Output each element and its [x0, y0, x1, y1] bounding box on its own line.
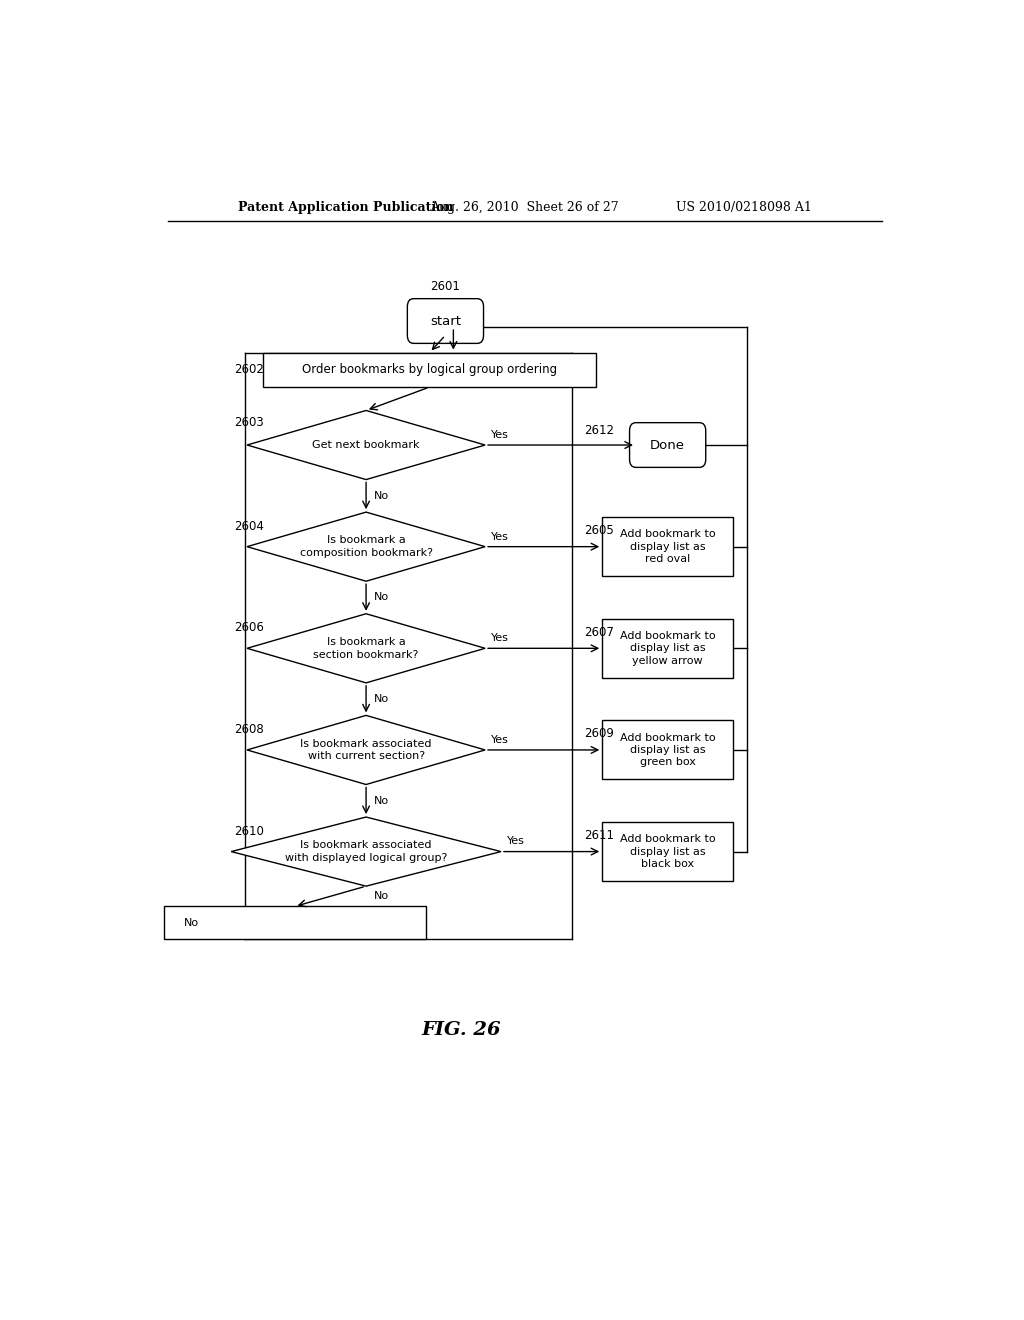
- Text: Yes: Yes: [507, 837, 525, 846]
- Text: 2605: 2605: [585, 524, 614, 537]
- Text: Is bookmark a
composition bookmark?: Is bookmark a composition bookmark?: [300, 536, 432, 558]
- Text: No: No: [374, 796, 389, 805]
- Text: Yes: Yes: [492, 735, 509, 744]
- Text: Aug. 26, 2010  Sheet 26 of 27: Aug. 26, 2010 Sheet 26 of 27: [430, 201, 620, 214]
- Polygon shape: [247, 715, 485, 784]
- Text: Add bookmark to
display list as
black box: Add bookmark to display list as black bo…: [620, 834, 716, 869]
- Text: 2604: 2604: [233, 520, 263, 533]
- Bar: [602, 721, 733, 779]
- FancyBboxPatch shape: [630, 422, 706, 467]
- Bar: [164, 907, 426, 939]
- Text: 2606: 2606: [233, 622, 263, 635]
- FancyBboxPatch shape: [408, 298, 483, 343]
- Text: FIG. 26: FIG. 26: [422, 1022, 501, 1039]
- Text: Yes: Yes: [492, 430, 509, 440]
- Bar: [602, 619, 733, 677]
- Bar: [602, 822, 733, 880]
- Text: No: No: [374, 891, 389, 902]
- Polygon shape: [247, 512, 485, 581]
- Polygon shape: [247, 614, 485, 682]
- Text: No: No: [374, 593, 389, 602]
- Text: start: start: [430, 314, 461, 327]
- Text: Yes: Yes: [492, 634, 509, 643]
- Text: Is bookmark associated
with displayed logical group?: Is bookmark associated with displayed lo…: [285, 841, 447, 863]
- Bar: [602, 517, 733, 576]
- Text: 2601: 2601: [430, 280, 461, 293]
- Text: No: No: [374, 694, 389, 704]
- Text: Yes: Yes: [492, 532, 509, 541]
- Text: Get next bookmark: Get next bookmark: [312, 440, 420, 450]
- Polygon shape: [247, 411, 485, 479]
- Text: 2610: 2610: [233, 825, 263, 838]
- Text: Add bookmark to
display list as
red oval: Add bookmark to display list as red oval: [620, 529, 716, 564]
- Text: Patent Application Publication: Patent Application Publication: [238, 201, 453, 214]
- Text: 2612: 2612: [585, 424, 614, 437]
- Text: Order bookmarks by logical group ordering: Order bookmarks by logical group orderin…: [302, 363, 557, 376]
- Bar: [263, 352, 596, 387]
- Text: 2609: 2609: [585, 727, 614, 741]
- Text: Done: Done: [650, 438, 685, 451]
- Text: Is bookmark a
section bookmark?: Is bookmark a section bookmark?: [313, 638, 419, 660]
- Text: 2607: 2607: [585, 626, 614, 639]
- Text: Add bookmark to
display list as
yellow arrow: Add bookmark to display list as yellow a…: [620, 631, 716, 665]
- Text: Is bookmark associated
with current section?: Is bookmark associated with current sect…: [300, 739, 432, 762]
- Text: 2602: 2602: [233, 363, 263, 376]
- Text: No: No: [183, 917, 199, 928]
- Polygon shape: [231, 817, 501, 886]
- Text: 2603: 2603: [233, 416, 263, 429]
- Text: US 2010/0218098 A1: US 2010/0218098 A1: [676, 201, 812, 214]
- Text: 2611: 2611: [585, 829, 614, 842]
- Text: No: No: [374, 491, 389, 500]
- Text: Add bookmark to
display list as
green box: Add bookmark to display list as green bo…: [620, 733, 716, 767]
- Text: 2608: 2608: [233, 723, 263, 737]
